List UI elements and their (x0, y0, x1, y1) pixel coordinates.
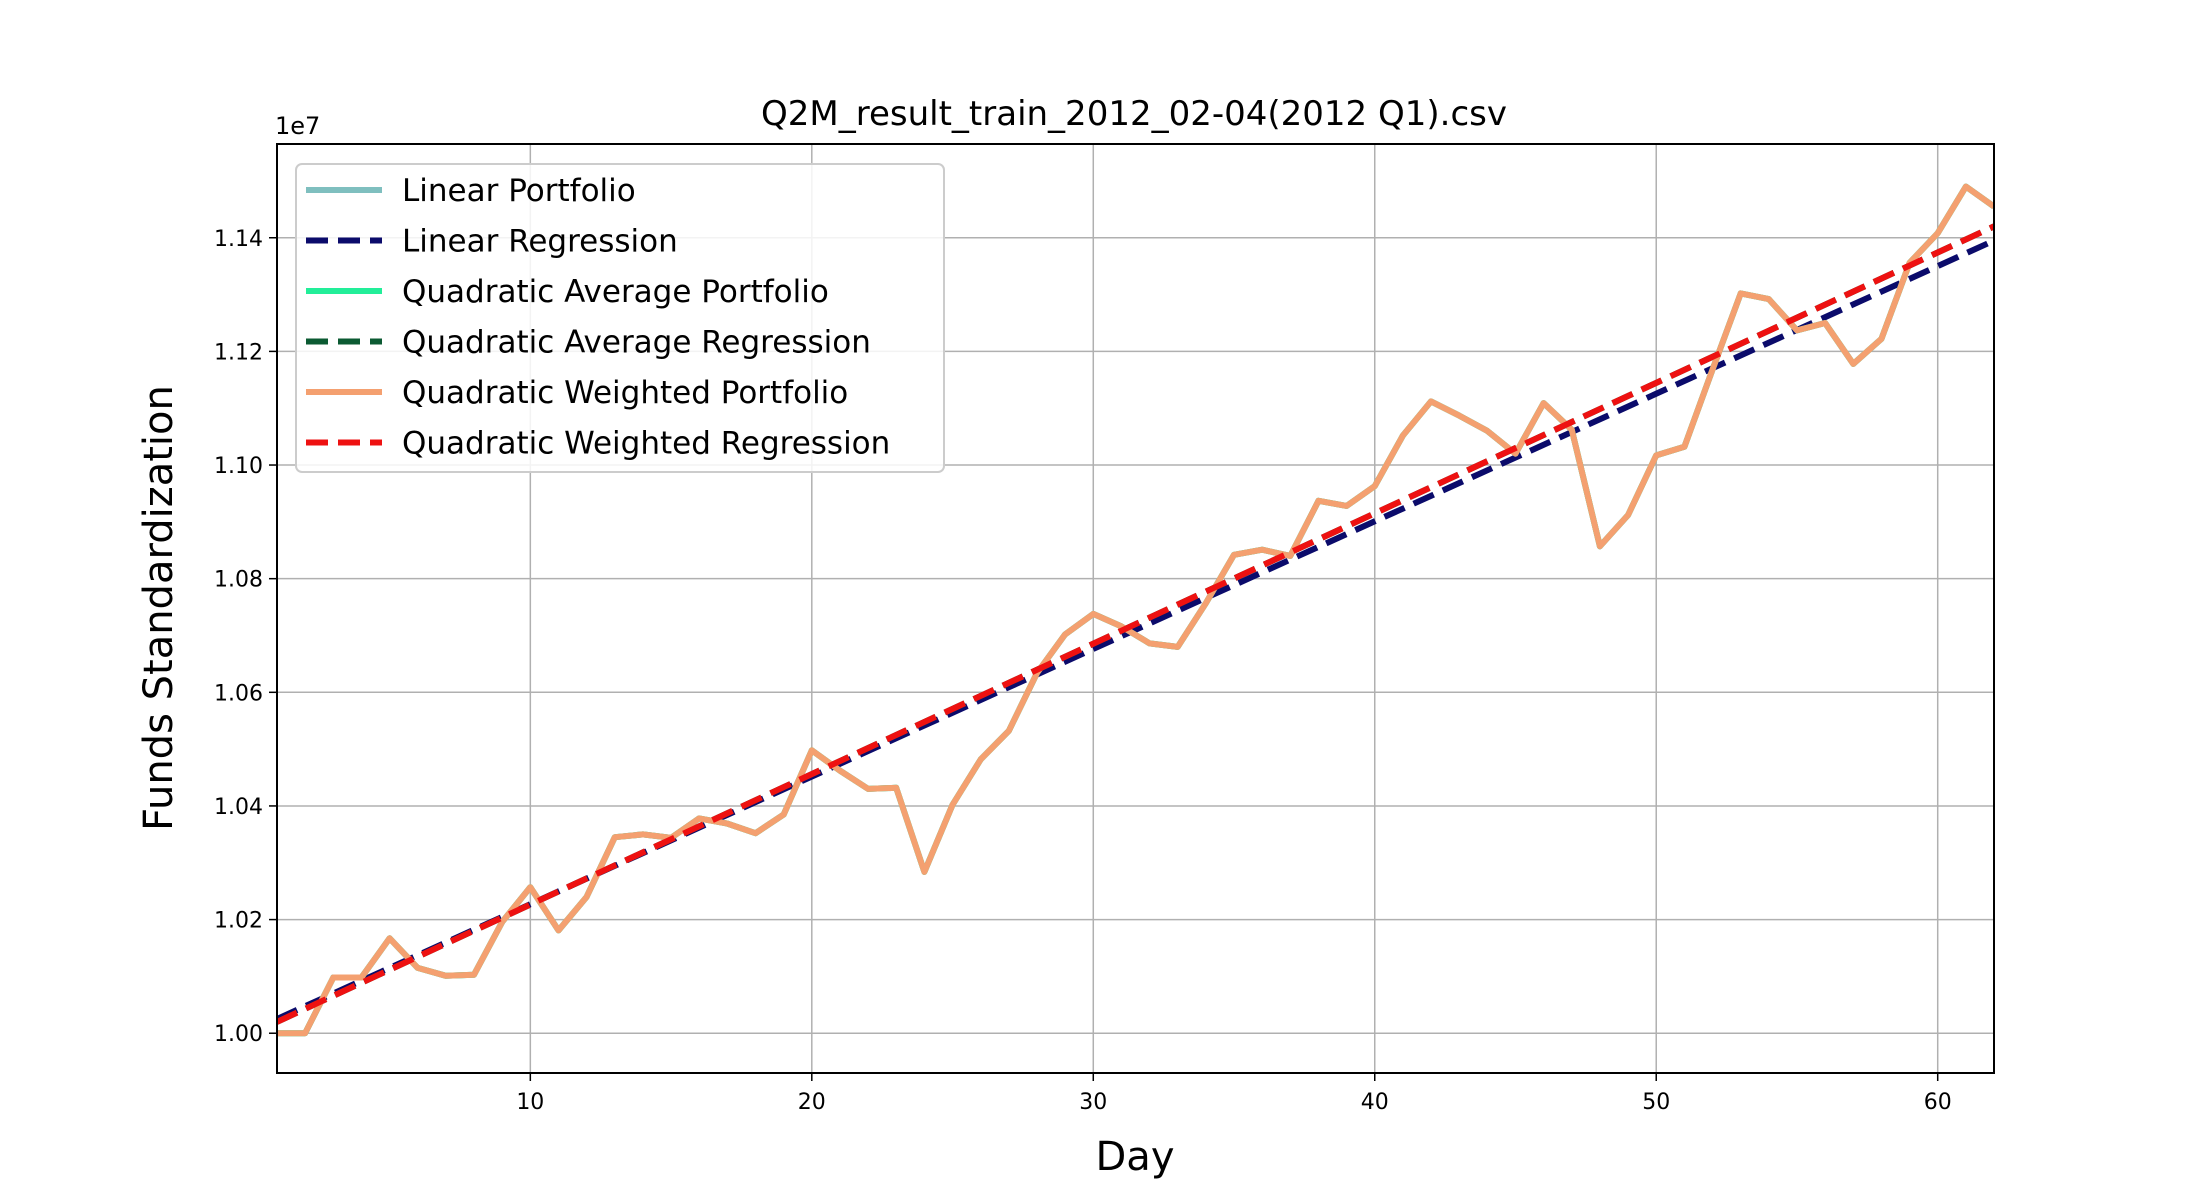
x-tick-label: 60 (1924, 1090, 1952, 1115)
x-tick-label: 40 (1361, 1090, 1389, 1115)
x-tick-label: 30 (1079, 1090, 1107, 1115)
series-layer (277, 183, 1994, 1037)
series-line-quadratic-weighted-portfolio (277, 183, 1994, 1037)
x-tick-label: 20 (798, 1090, 826, 1115)
series-line-quadratic-weighted-regression (277, 223, 1994, 1025)
series-line-linear-regression (277, 237, 1994, 1022)
y-tick-label: 1.12 (214, 340, 263, 365)
y-tick-label: 1.08 (214, 568, 263, 593)
plot-area-frame (276, 143, 1995, 1074)
legend-label: Quadratic Weighted Regression (402, 426, 890, 462)
legend: Linear Portfolio Linear Regression Quadrat… (295, 163, 945, 473)
legend-label: Quadratic Average Portfolio (402, 274, 829, 310)
y-tick-label: 1.10 (214, 454, 263, 479)
y-tick-label: 1.00 (214, 1022, 263, 1047)
y-tick-label: 1.06 (214, 681, 263, 706)
grid-layer (277, 144, 1994, 1073)
x-tick-label: 50 (1642, 1090, 1670, 1115)
x-tick-label: 10 (516, 1090, 544, 1115)
chart-title: Q2M_result_train_2012_02-04(2012 Q1).csv (761, 94, 1507, 134)
legend-label: Linear Portfolio (402, 173, 636, 209)
y-axis-offset-label: 1e7 (275, 112, 320, 140)
axis-layer: 10 20 30 40 50 60 1.00 1.02 1.04 1.06 1.08 1.10 1.12… (214, 227, 1952, 1115)
y-tick-label: 1.14 (214, 227, 263, 252)
legend-label: Linear Regression (402, 224, 678, 260)
x-axis-title: Day (1096, 1134, 1175, 1180)
legend-label: Quadratic Weighted Portfolio (402, 375, 848, 411)
y-axis-title: Funds Standardization (136, 385, 182, 831)
legend-label: Quadratic Average Regression (402, 325, 871, 361)
y-tick-label: 1.04 (214, 795, 263, 820)
y-tick-label: 1.02 (214, 909, 263, 934)
legend-box (295, 163, 945, 473)
